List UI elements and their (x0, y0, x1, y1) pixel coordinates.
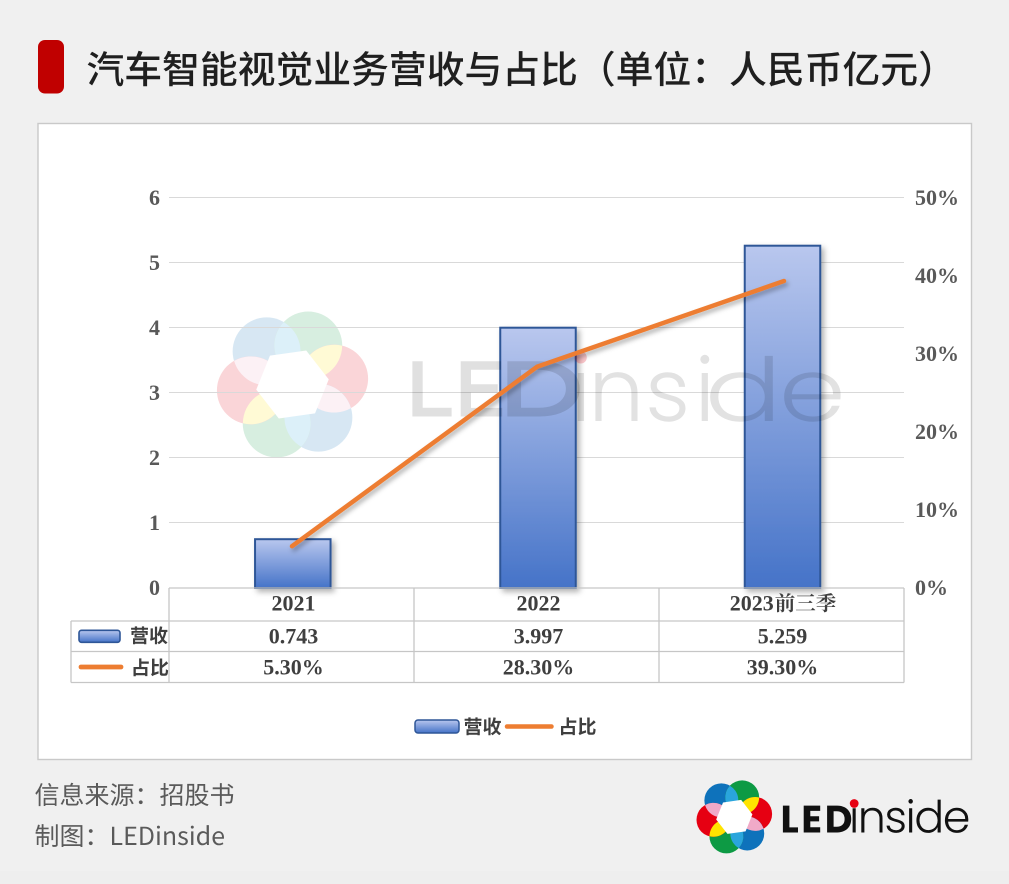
svg-text:28.30%: 28.30% (503, 655, 575, 680)
svg-text:20%: 20% (915, 419, 959, 444)
svg-text:30%: 30% (915, 341, 959, 366)
svg-text:6: 6 (149, 185, 160, 210)
svg-text:3.997: 3.997 (514, 624, 564, 649)
svg-text:2: 2 (149, 445, 160, 470)
svg-text:0: 0 (149, 575, 160, 600)
svg-text:2021: 2021 (272, 591, 316, 616)
svg-text:0.743: 0.743 (269, 624, 319, 649)
svg-text:4: 4 (149, 315, 160, 340)
svg-text:50%: 50% (915, 185, 959, 210)
svg-text:39.30%: 39.30% (747, 655, 819, 680)
svg-text:5.259: 5.259 (758, 624, 808, 649)
svg-text:3: 3 (149, 380, 160, 405)
svg-text:5.30%: 5.30% (263, 655, 324, 680)
svg-text:2022: 2022 (517, 591, 561, 616)
svg-text:1: 1 (149, 510, 160, 535)
svg-text:10%: 10% (915, 497, 959, 522)
svg-text:0%: 0% (915, 575, 948, 600)
svg-text:5: 5 (149, 250, 160, 275)
svg-text:2023: 2023 (730, 591, 774, 616)
svg-text:40%: 40% (915, 263, 959, 288)
